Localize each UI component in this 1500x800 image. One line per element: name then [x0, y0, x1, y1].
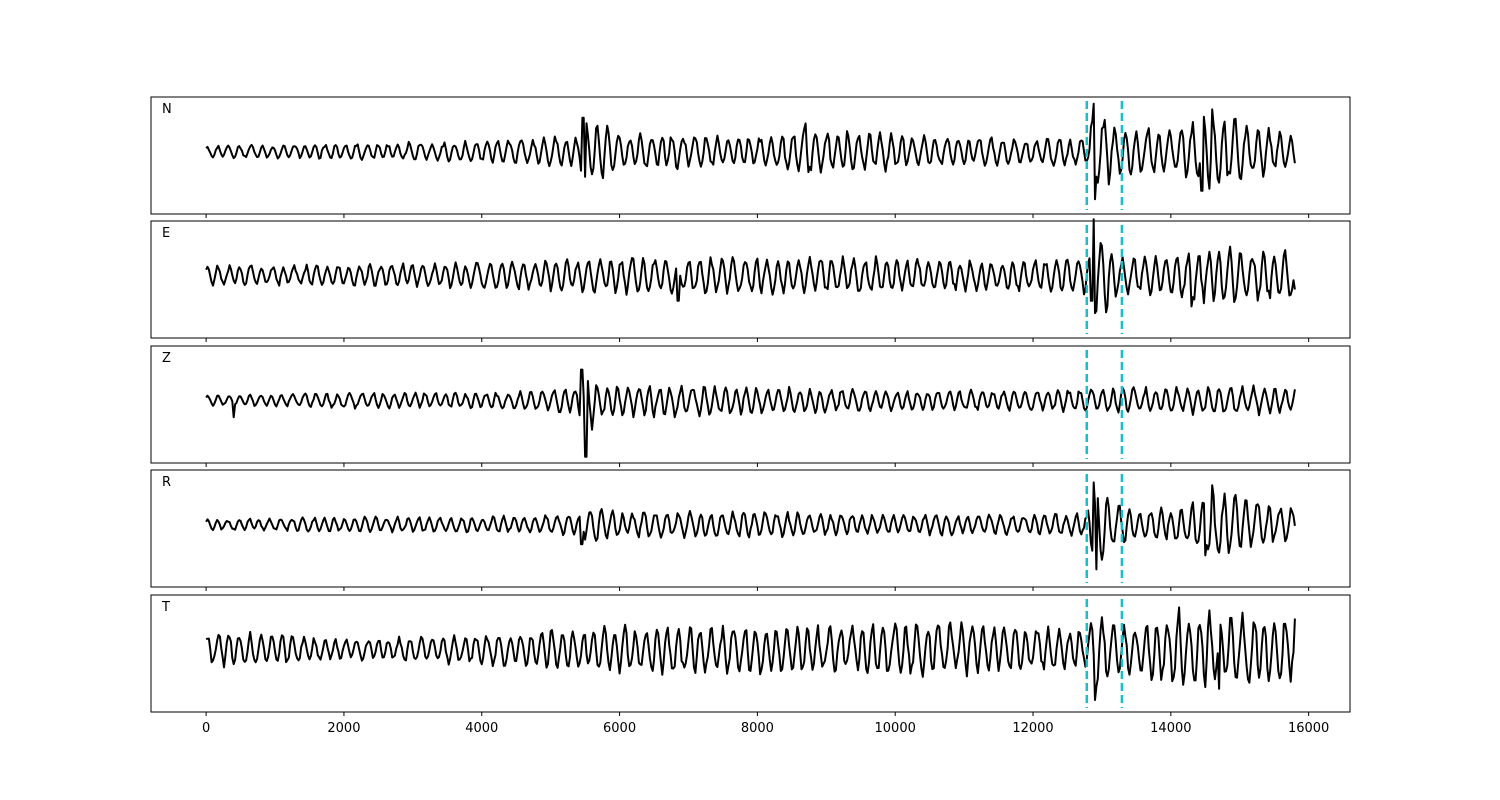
x-tick-label: 0 — [202, 721, 210, 736]
channel-label: N — [162, 102, 172, 117]
waveform-trace-e — [205, 218, 1296, 315]
x-tick-label: 12000 — [1012, 721, 1053, 736]
x-tick-label: 14000 — [1150, 721, 1191, 736]
channel-panel-z: Z — [150, 345, 1351, 467]
channel-panel-t: T — [150, 594, 1351, 716]
channel-label: Z — [162, 351, 171, 366]
panel-frame — [150, 594, 1351, 713]
channel-label: E — [162, 226, 170, 241]
channel-label: R — [162, 475, 171, 490]
channel-panel-e: E — [150, 218, 1351, 342]
x-tick-label: 2000 — [327, 721, 360, 736]
waveform-trace-t — [205, 606, 1296, 701]
x-axis: 0 2000 4000 6000 8000 10000 12000 14000 16000 — [202, 721, 1329, 736]
channel-panel-n: N — [150, 96, 1351, 218]
channel-label: T — [161, 600, 170, 615]
x-tick-label: 6000 — [603, 721, 636, 736]
x-tick-label: 16000 — [1288, 721, 1329, 736]
channel-panels: N E Z R T — [150, 96, 1351, 716]
channel-panel-r: R — [150, 469, 1351, 591]
waveform-trace-z — [205, 368, 1296, 458]
waveform-trace-n — [205, 102, 1296, 201]
panel-frame — [150, 345, 1351, 464]
waveform-trace-r — [205, 481, 1296, 571]
panel-frame — [150, 220, 1351, 339]
x-tick-label: 4000 — [465, 721, 498, 736]
panel-frame — [150, 96, 1351, 215]
x-tick-label: 10000 — [875, 721, 916, 736]
panel-frame — [150, 469, 1351, 588]
x-tick-label: 8000 — [741, 721, 774, 736]
